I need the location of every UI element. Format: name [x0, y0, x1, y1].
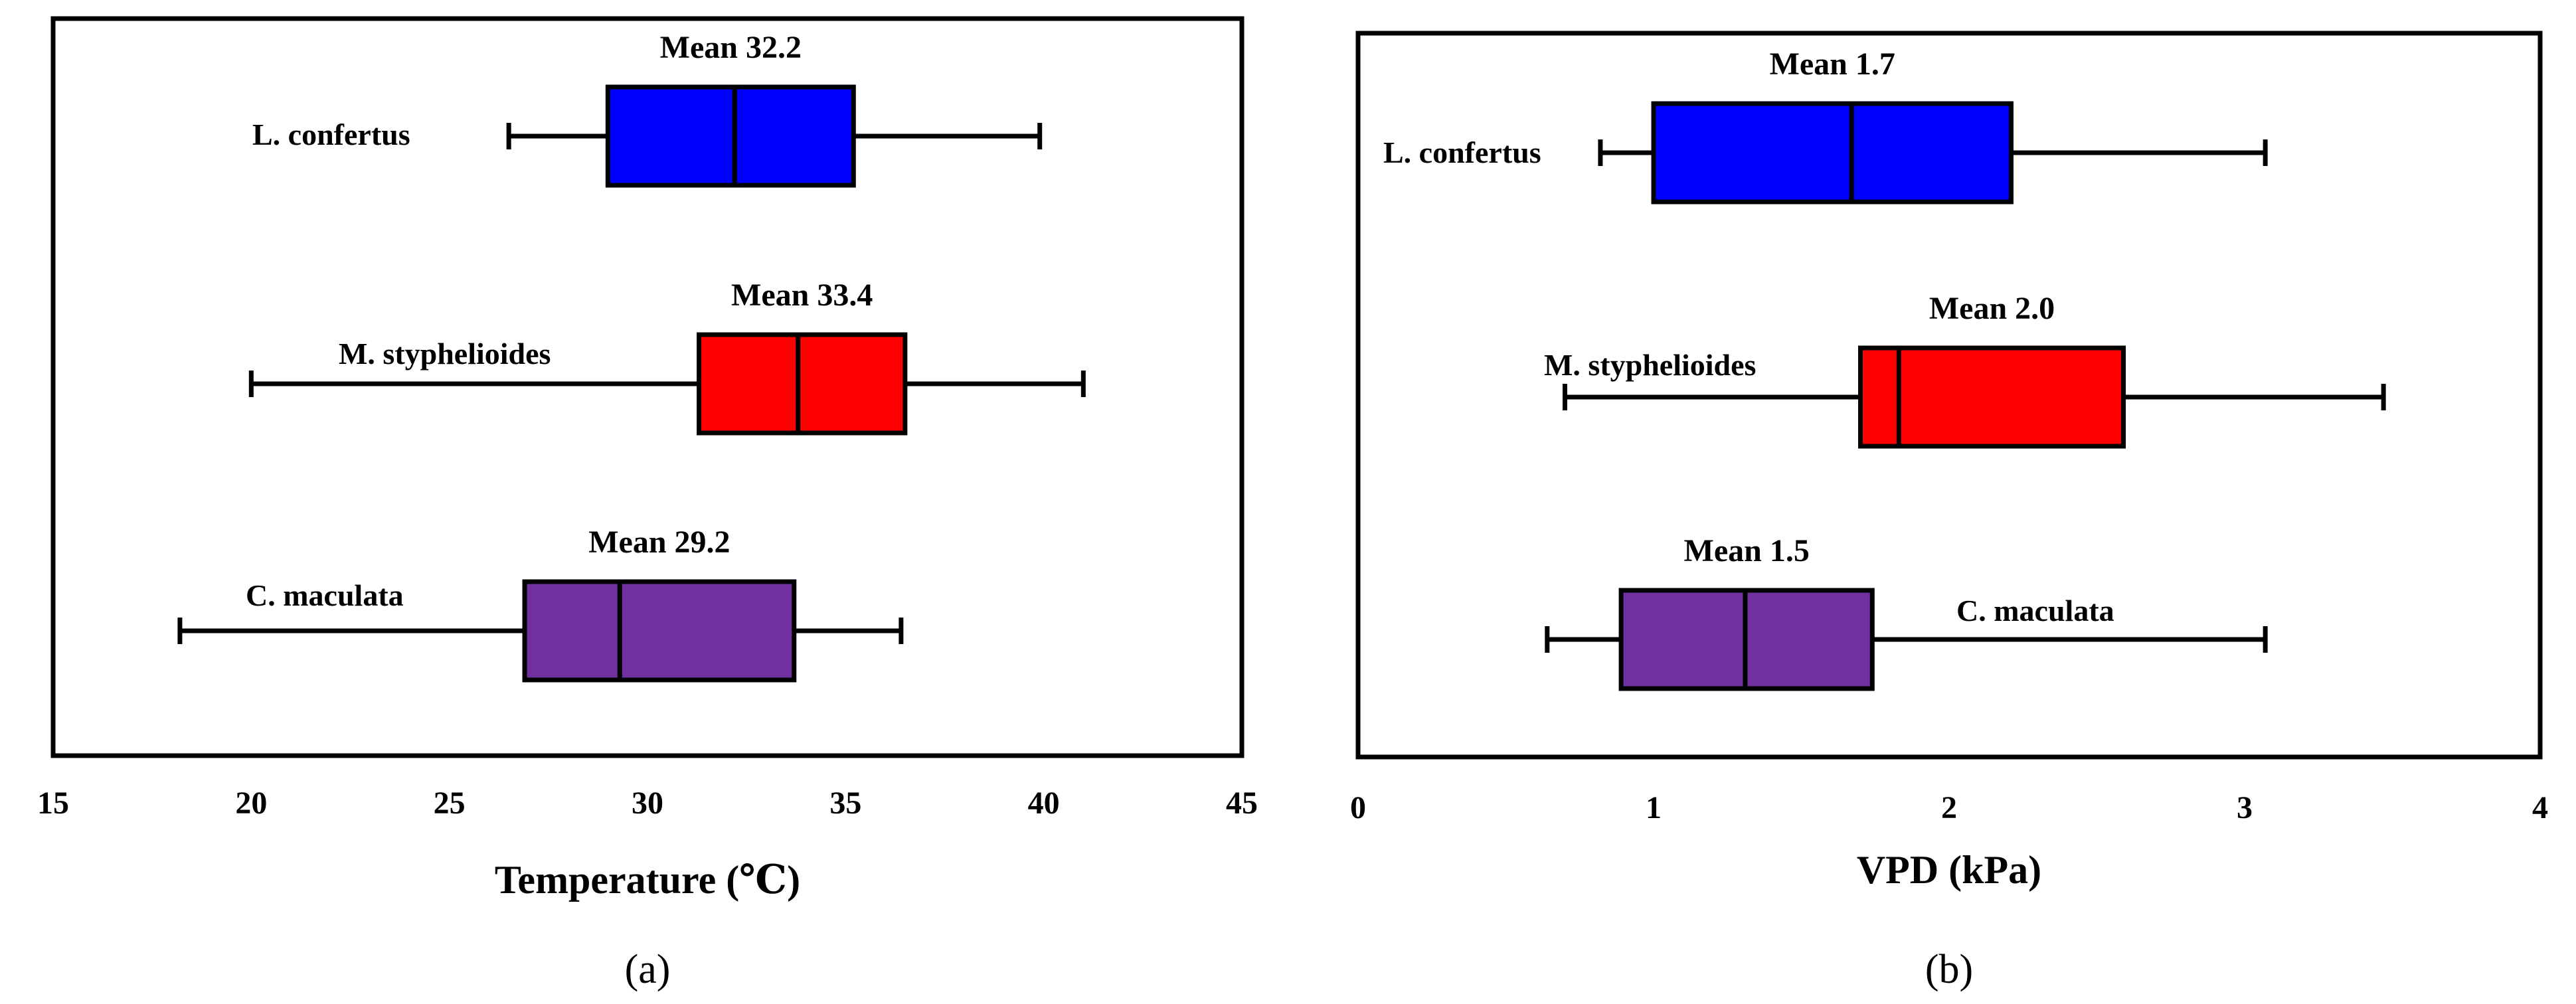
- mean-label: Mean 1.7: [1770, 46, 1895, 82]
- x-tick-label: 30: [632, 786, 663, 821]
- box-iqr: [1651, 101, 2014, 205]
- x-tick-label: 15: [37, 786, 69, 821]
- x-tick-label: 0: [1350, 790, 1366, 825]
- mean-label: Mean 2.0: [1929, 291, 2055, 326]
- x-tick-label: 25: [434, 786, 466, 821]
- x-axis-title: Temperature (℃): [495, 858, 800, 902]
- species-label: C. maculata: [246, 578, 404, 612]
- x-axis-title: VPD (kPa): [1857, 848, 2041, 892]
- box-iqr: [522, 579, 797, 683]
- species-label: C. maculata: [1956, 594, 2114, 628]
- x-tick-label: 35: [829, 786, 861, 821]
- species-label: M. styphelioides: [339, 337, 551, 371]
- x-tick-label: 2: [1941, 790, 1957, 825]
- x-tick-label: 20: [235, 786, 267, 821]
- x-tick-label: 1: [1646, 790, 1662, 825]
- panel-label: (b): [1925, 947, 1973, 992]
- x-tick-label: 45: [1226, 786, 1258, 821]
- plot-frame-a: [50, 16, 1245, 758]
- x-tick-label: 4: [2532, 790, 2548, 825]
- mean-label: Mean 1.5: [1684, 533, 1810, 568]
- mean-label: Mean 32.2: [660, 30, 802, 65]
- x-tick-label: 3: [2237, 790, 2253, 825]
- box-iqr: [605, 84, 856, 188]
- box-iqr: [1858, 345, 2126, 449]
- plot-frame-b: [1355, 31, 2543, 760]
- species-label: L. confertus: [252, 118, 410, 151]
- species-label: L. confertus: [1383, 135, 1541, 169]
- species-label: M. styphelioides: [1544, 348, 1756, 382]
- panel-label: (a): [625, 947, 671, 992]
- mean-label: Mean 33.4: [731, 278, 873, 313]
- x-tick-label: 40: [1028, 786, 1060, 821]
- mean-label: Mean 29.2: [588, 525, 730, 560]
- box-iqr: [697, 332, 908, 436]
